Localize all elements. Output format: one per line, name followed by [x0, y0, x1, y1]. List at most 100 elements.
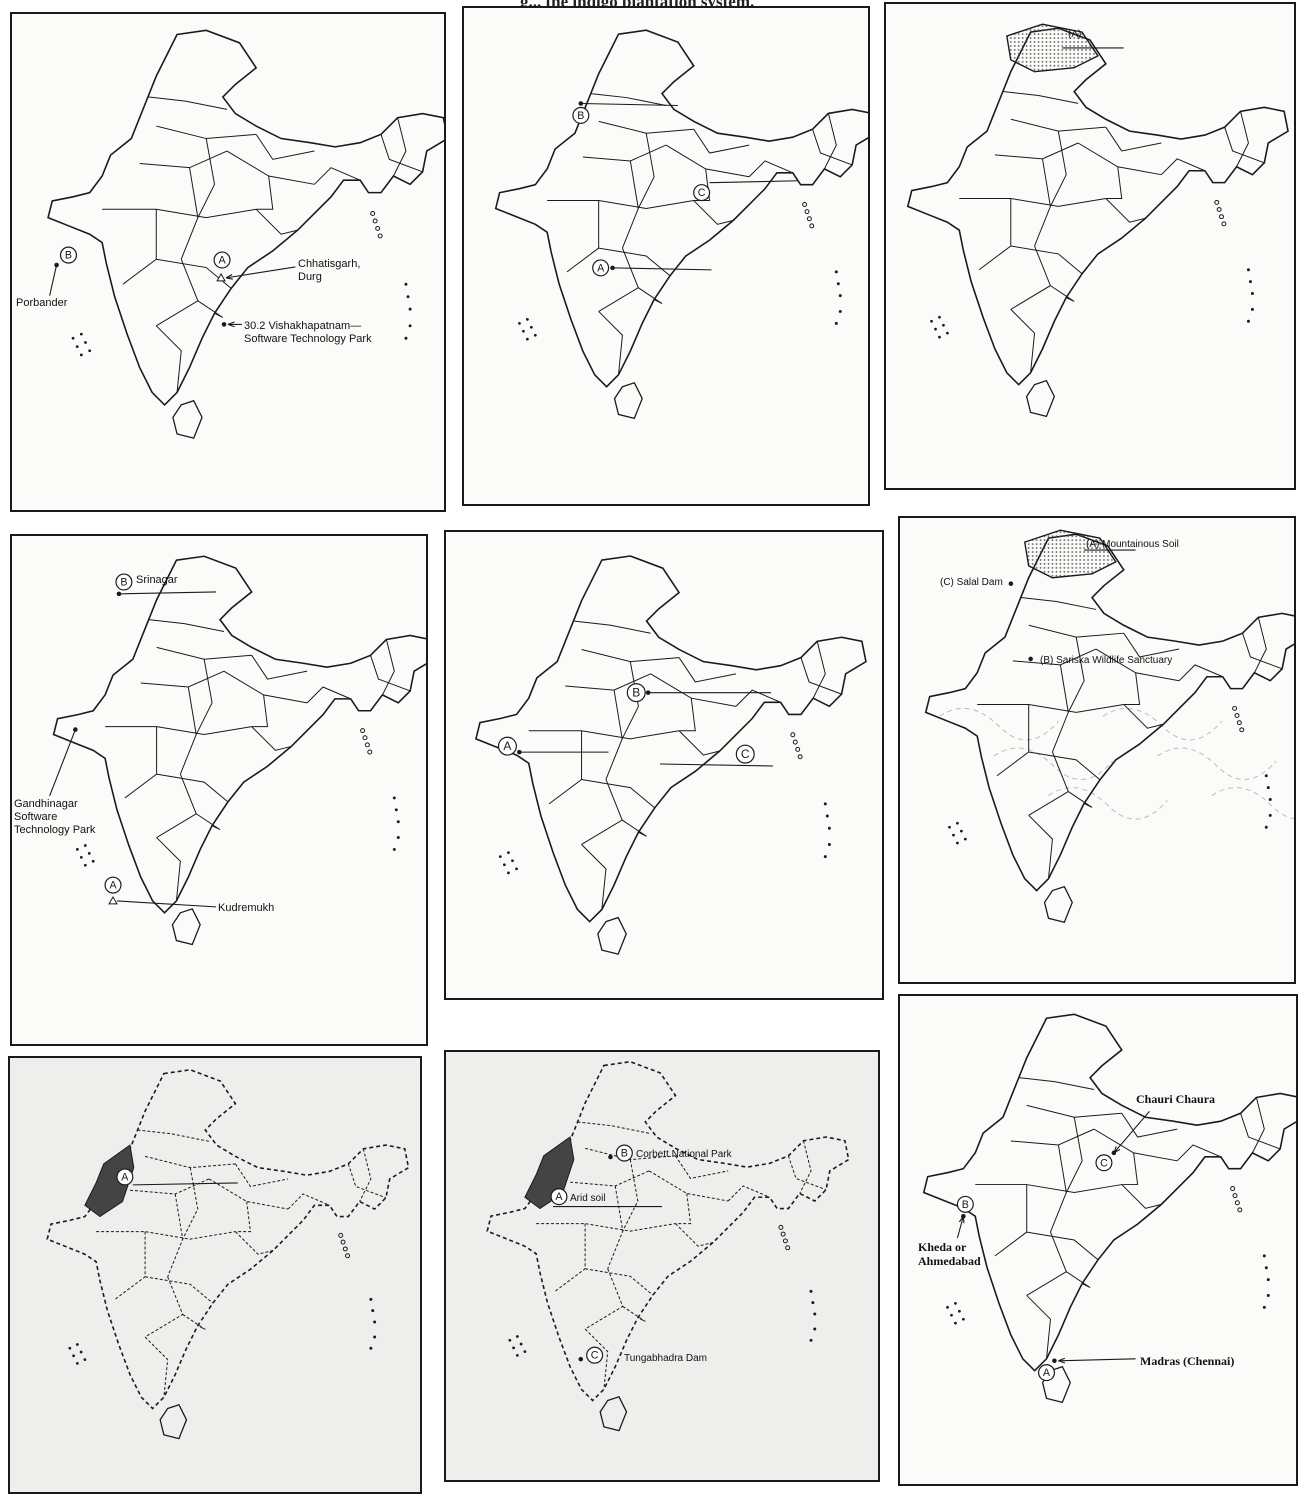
andaman-dot — [392, 796, 396, 800]
state-boundary — [812, 129, 853, 166]
state-boundary — [124, 726, 158, 799]
india-map-outline: B A C — [486, 1060, 850, 1432]
leader-line — [116, 900, 217, 908]
andaman-dot — [396, 820, 400, 824]
sri-lanka-outline — [159, 1403, 188, 1440]
state-boundary — [823, 113, 837, 170]
state-boundary — [598, 311, 623, 375]
state-boundary — [255, 208, 298, 235]
leader-line — [225, 266, 296, 279]
location-dot — [1028, 656, 1033, 662]
arrow-head — [1058, 1357, 1066, 1364]
state-boundary — [1236, 111, 1249, 167]
delta-loop — [782, 1238, 788, 1244]
delta-loop — [797, 754, 803, 760]
state-boundary — [800, 657, 842, 695]
state-boundary — [675, 1155, 729, 1179]
location-dot — [1052, 1358, 1057, 1364]
svg-text:C: C — [591, 1350, 599, 1362]
location-dot — [578, 101, 584, 106]
svg-text:B: B — [577, 110, 584, 122]
state-boundary — [223, 670, 308, 704]
state-boundary — [235, 1231, 274, 1255]
faint-pencil-mark — [1157, 747, 1277, 781]
svg-text:A: A — [597, 262, 605, 274]
lakshadweep-dot — [956, 821, 959, 825]
state-boundary — [1026, 1231, 1067, 1296]
state-boundary — [622, 1306, 646, 1322]
andaman-dot — [813, 1327, 817, 1331]
andaman-dot — [834, 270, 838, 274]
svg-text:C: C — [741, 747, 750, 761]
andaman-dot — [1264, 1266, 1268, 1270]
andaman-dot — [404, 282, 408, 286]
marker-c: C — [586, 1346, 604, 1364]
arrow-head — [958, 1215, 965, 1224]
lakshadweep-dot — [525, 317, 529, 321]
andaman-dot — [834, 321, 838, 325]
marker-b: B — [626, 683, 646, 703]
lakshadweep-dot — [83, 844, 87, 847]
lakshadweep-dot — [83, 863, 87, 867]
jammu-kashmir-region — [1006, 23, 1099, 73]
state-boundary — [148, 619, 225, 633]
location-dot — [578, 1356, 584, 1362]
state-boundary — [573, 620, 651, 634]
svg-text:A: A — [503, 739, 511, 753]
andaman-dot — [404, 336, 408, 340]
label-kudremukh: Kudremukh — [218, 902, 275, 914]
lakshadweep-dot — [942, 323, 945, 327]
delta-loop — [785, 1245, 791, 1251]
andaman-dot — [823, 802, 827, 806]
state-boundary — [536, 1223, 676, 1232]
state-boundary — [155, 325, 182, 393]
arrow-head — [225, 274, 233, 280]
delta-loop — [338, 1232, 344, 1238]
state-boundary — [675, 1193, 692, 1225]
andaman-dot — [1264, 825, 1268, 829]
delta-loop — [804, 209, 810, 215]
state-boundary — [1010, 118, 1106, 132]
lakshadweep-dot — [515, 1353, 519, 1357]
state-boundary — [1121, 1113, 1178, 1138]
state-boundary — [1105, 126, 1162, 152]
andaman-dot — [1248, 280, 1252, 284]
lakshadweep-dot — [75, 1343, 79, 1346]
state-boundary — [140, 670, 225, 688]
state-boundary — [994, 1184, 1028, 1257]
triangle-symbol — [216, 272, 226, 282]
state-boundary — [1065, 1117, 1083, 1193]
marker-a: A — [592, 259, 610, 277]
sri-lanka-outline — [171, 908, 201, 946]
delta-loop — [1237, 1207, 1243, 1213]
sri-lanka-outline — [1025, 379, 1056, 418]
leader-line — [118, 591, 217, 595]
sri-lanka-outline — [597, 916, 627, 955]
lakshadweep-dot — [938, 315, 941, 319]
location-dot — [645, 690, 651, 695]
sri-lanka-outline — [1041, 1365, 1071, 1404]
triangle-symbol — [108, 895, 118, 905]
sri-lanka-outline — [599, 1395, 628, 1432]
state-boundary — [598, 247, 671, 277]
india-map — [52, 555, 426, 946]
india-boundary — [494, 29, 868, 388]
lakshadweep-dot — [507, 871, 510, 875]
india-map-outline — [924, 529, 1294, 924]
andaman-dot — [1246, 268, 1250, 272]
lakshadweep-dot — [515, 1335, 519, 1338]
state-boundary — [1105, 198, 1146, 223]
lakshadweep-dot — [525, 337, 529, 341]
faint-pencil-mark — [1211, 787, 1294, 820]
state-boundary — [314, 167, 361, 185]
map-panel-3: (A) — [884, 2, 1296, 490]
state-boundary — [197, 138, 216, 218]
andaman-dot — [1264, 774, 1268, 778]
state-boundary — [381, 639, 395, 696]
delta-loop — [1221, 221, 1227, 227]
delta-loop — [1230, 1186, 1236, 1191]
state-boundary — [812, 641, 826, 699]
state-boundary — [581, 844, 607, 910]
state-boundary — [590, 93, 667, 106]
